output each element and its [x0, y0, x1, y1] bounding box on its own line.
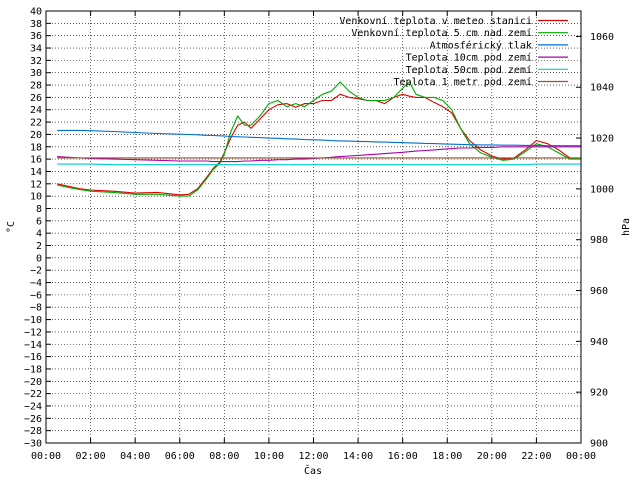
grid	[46, 11, 581, 443]
legend-label: Teplota 1 metr pod zemí	[394, 76, 532, 88]
y2-tick-label: 980	[590, 235, 608, 246]
y2-tick-label: 1060	[590, 32, 614, 43]
series-line-4	[57, 146, 581, 163]
x-tick-label: 08:00	[209, 451, 239, 462]
x-tick-label: 22:00	[521, 451, 551, 462]
y2-tick-label: 960	[590, 286, 608, 297]
y-tick-labels: 4038363432302826242220181614121086420−2−…	[24, 7, 42, 450]
x-tick-label: 16:00	[388, 451, 418, 462]
series-line-2	[56, 81, 581, 197]
y-tick-label: −14	[24, 340, 42, 351]
y-tick-label: −22	[24, 389, 42, 400]
legend-label: Teplota 50cm pod zemí	[406, 64, 532, 76]
x-tick-label: 04:00	[120, 451, 150, 462]
y-tick-label: 10	[30, 192, 42, 203]
x-tick-label: 00:00	[31, 451, 61, 462]
series-line-5	[57, 163, 581, 166]
series-line-3	[57, 129, 581, 147]
y-tick-label: −4	[30, 278, 42, 289]
x-tick-label: 20:00	[477, 451, 507, 462]
x-tick-label: 10:00	[254, 451, 284, 462]
y-tick-label: 6	[36, 216, 42, 227]
y-tick-label: 0	[36, 253, 42, 264]
y-tick-label: −12	[24, 327, 42, 338]
y-tick-label: −24	[24, 401, 42, 412]
x-tick-label: 18:00	[432, 451, 462, 462]
y-tick-label: 22	[30, 118, 42, 129]
y-tick-label: −10	[24, 315, 42, 326]
y-tick-label: 4	[36, 229, 42, 240]
x-tick-labels: 00:00 02:00 04:00 06:00 08:00 10:00 12:00 14:00…	[31, 451, 596, 462]
legend-label: Atmosférický tlak	[430, 39, 532, 51]
axis-ticks	[45, 10, 582, 444]
x-tick-label: 12:00	[298, 451, 328, 462]
y-tick-label: 2	[36, 241, 42, 252]
y-tick-label: 32	[30, 56, 42, 67]
y-tick-label: 36	[30, 31, 42, 42]
x-tick-label: 00:00	[566, 451, 596, 462]
y2-axis-title: hPa	[621, 218, 632, 236]
y-tick-label: 38	[30, 19, 42, 30]
y-tick-label: 16	[30, 155, 42, 166]
y2-tick-label: 1000	[590, 184, 614, 195]
y-tick-label: −6	[30, 290, 42, 301]
y-tick-label: 40	[30, 7, 42, 18]
y2-tick-label: 1020	[590, 134, 614, 145]
legend-label: Teplota 10cm pod zemí	[406, 52, 532, 64]
x-axis-title: Čas	[304, 464, 322, 477]
y2-tick-labels: 1060 1040 1020 1000 980 960 940 920 900	[590, 32, 614, 450]
y-tick-label: 18	[30, 142, 42, 153]
y-tick-label: −18	[24, 364, 42, 375]
x-tick-label: 06:00	[165, 451, 195, 462]
y-tick-label: −30	[24, 439, 42, 450]
legend-label: Venkovní teplota v meteo stanici	[339, 15, 532, 27]
y-tick-label: 14	[30, 167, 42, 178]
y-tick-label: −16	[24, 352, 42, 363]
legend-label: Venkovní teplota 5 cm nad zemí	[351, 27, 532, 39]
y-tick-label: 26	[30, 93, 42, 104]
y-tick-label: 20	[30, 130, 42, 141]
y-tick-label: 24	[30, 105, 42, 116]
y-tick-label: −28	[24, 426, 42, 437]
y-tick-label: −20	[24, 377, 42, 388]
y-axis-title: °C	[6, 221, 17, 233]
x-tick-label: 14:00	[343, 451, 373, 462]
y-tick-label: 30	[30, 68, 42, 79]
y2-tick-label: 940	[590, 337, 608, 348]
y-tick-label: 28	[30, 81, 42, 92]
legend: Venkovní teplota v meteo staniciVenkovní…	[339, 15, 568, 88]
y2-tick-label: 920	[590, 388, 608, 399]
series-lines	[56, 81, 582, 197]
series-line-1	[56, 93, 582, 196]
x-tick-label: 02:00	[76, 451, 106, 462]
y-tick-label: −8	[30, 303, 42, 314]
y2-tick-label: 900	[590, 439, 608, 450]
y-tick-label: −2	[30, 266, 42, 277]
y-tick-label: −26	[24, 414, 42, 425]
y2-tick-label: 1040	[590, 83, 614, 94]
y-tick-label: 8	[36, 204, 42, 215]
y-tick-label: 12	[30, 179, 42, 190]
y-tick-label: 34	[30, 44, 42, 55]
